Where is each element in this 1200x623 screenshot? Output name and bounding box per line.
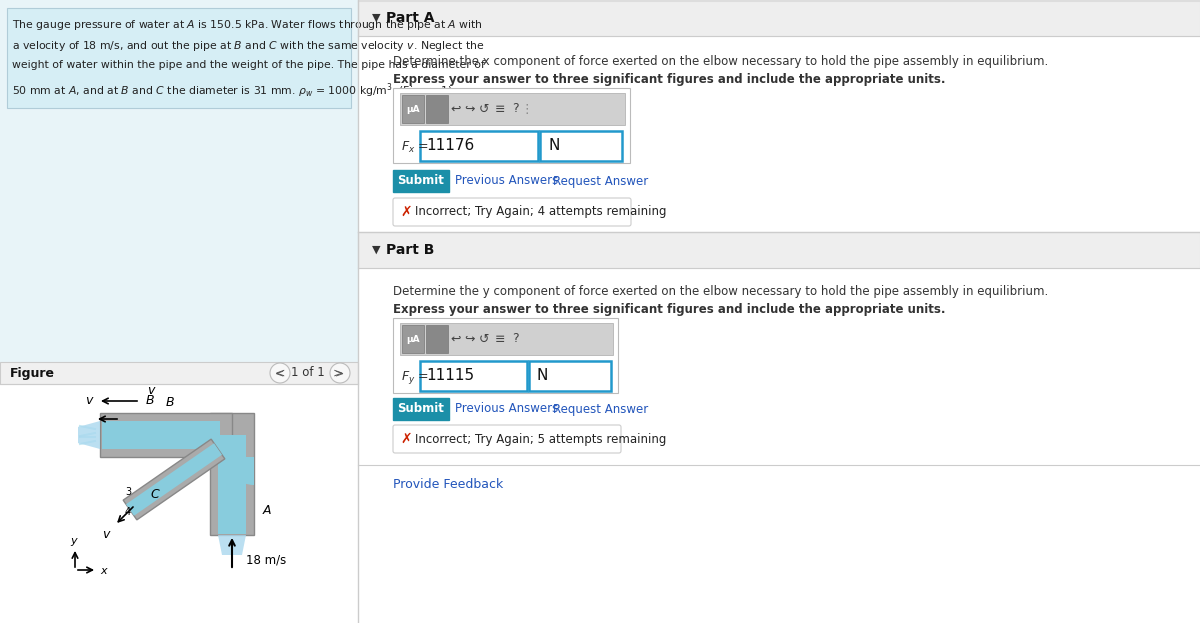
Text: $\it{v}$: $\it{v}$ [85,394,95,407]
Text: x: x [100,566,107,576]
Bar [358,232,1200,268]
Text: $F_y$ =: $F_y$ = [401,368,428,386]
Bar [358,36,1200,231]
Text: $\it{A}$: $\it{A}$ [262,503,272,516]
Bar [402,325,424,353]
FancyBboxPatch shape [394,425,622,453]
Text: Part A: Part A [386,11,434,25]
Bar [0,384,358,623]
Text: Submit: Submit [397,174,444,188]
Bar [420,361,527,391]
Bar [529,361,611,391]
Text: 3: 3 [125,487,131,497]
Bar [426,325,448,353]
Polygon shape [126,443,222,516]
Text: $\it{C}$: $\it{C}$ [150,488,161,502]
Text: ?: ? [511,333,518,346]
Text: N: N [538,368,548,384]
Text: >: > [332,366,343,379]
Text: Express your answer to three significant figures and include the appropriate uni: Express your answer to three significant… [394,303,946,316]
Text: y: y [71,536,77,546]
Text: ↩: ↩ [451,333,461,346]
Text: ≡: ≡ [494,103,505,115]
Text: ?: ? [511,103,518,115]
Bar [7,8,352,108]
Text: Figure: Figure [10,366,55,379]
Text: 11176: 11176 [426,138,474,153]
Bar [400,323,613,355]
Text: $F_x$ =: $F_x$ = [401,140,428,155]
Text: 4: 4 [125,507,131,517]
Text: ▼: ▼ [372,13,380,23]
Wedge shape [210,457,254,501]
Text: <: < [275,366,286,379]
Text: $\it{B}$: $\it{B}$ [166,396,175,409]
Text: Part B: Part B [386,243,434,257]
Bar [102,421,220,449]
Bar [358,0,1200,36]
FancyBboxPatch shape [394,198,631,226]
Text: ▼: ▼ [372,245,380,255]
Bar [100,413,232,457]
Polygon shape [78,421,100,449]
Text: $\it{v}$: $\it{v}$ [102,528,112,541]
Bar [394,318,618,393]
Bar [402,95,424,123]
Text: Express your answer to three significant figures and include the appropriate uni: Express your answer to three significant… [394,73,946,86]
Bar [358,0,1200,623]
Polygon shape [218,535,246,555]
Bar [0,0,358,623]
Text: ≡: ≡ [494,333,505,346]
Text: Submit: Submit [397,402,444,416]
Text: Previous Answers: Previous Answers [455,174,558,188]
Bar [394,88,630,163]
Text: Previous Answers: Previous Answers [455,402,558,416]
Circle shape [330,363,350,383]
Text: ↩: ↩ [451,103,461,115]
Text: Request Answer: Request Answer [553,174,648,188]
Text: 18 m/s: 18 m/s [246,553,287,566]
Bar [540,131,622,161]
Text: ↪: ↪ [464,103,475,115]
Bar [420,131,538,161]
Bar [210,413,254,535]
Text: 11115: 11115 [426,368,474,384]
Text: ↺: ↺ [479,103,490,115]
Text: ↪: ↪ [464,333,475,346]
Bar [218,435,246,534]
Bar [394,398,449,420]
Text: μA: μA [406,335,420,343]
Text: Incorrect; Try Again; 5 attempts remaining: Incorrect; Try Again; 5 attempts remaini… [415,432,666,445]
Polygon shape [124,439,224,520]
Text: ↺: ↺ [479,333,490,346]
Bar [400,93,625,125]
Text: >: > [335,368,344,378]
Bar [358,268,1200,623]
Text: Determine the x component of force exerted on the elbow necessary to hold the pi: Determine the x component of force exert… [394,55,1049,68]
Bar [426,95,448,123]
Text: ✗: ✗ [400,432,412,446]
Text: μA: μA [406,105,420,113]
Text: ⋮: ⋮ [521,103,533,115]
Text: 50 mm at $\it{A}$, and at $\it{B}$ and $\it{C}$ the diameter is 31 mm. $\rho_w$ : 50 mm at $\it{A}$, and at $\it{B}$ and $… [12,81,452,100]
Text: a velocity of 18 m/s, and out the pipe at $\it{B}$ and $\it{C}$ with the same ve: a velocity of 18 m/s, and out the pipe a… [12,39,485,53]
Wedge shape [226,457,254,485]
Text: Determine the y component of force exerted on the elbow necessary to hold the pi: Determine the y component of force exert… [394,285,1049,298]
Text: weight of water within the pipe and the weight of the pipe. The pipe has a diame: weight of water within the pipe and the … [12,60,485,70]
Text: $\it{v}$: $\it{v}$ [148,384,157,397]
Text: 1 of 1: 1 of 1 [292,366,325,379]
Text: ✗: ✗ [400,205,412,219]
Text: The gauge pressure of water at $\it{A}$ is 150.5 kPa. Water flows through the pi: The gauge pressure of water at $\it{A}$ … [12,18,482,32]
Bar [0,362,358,384]
Text: Request Answer: Request Answer [553,402,648,416]
Text: Incorrect; Try Again; 4 attempts remaining: Incorrect; Try Again; 4 attempts remaini… [415,206,666,219]
Text: <: < [275,368,284,378]
Text: Provide Feedback: Provide Feedback [394,478,503,491]
Text: N: N [548,138,559,153]
Circle shape [270,363,290,383]
Text: $\it{B}$: $\it{B}$ [145,394,155,407]
Bar [394,170,449,192]
